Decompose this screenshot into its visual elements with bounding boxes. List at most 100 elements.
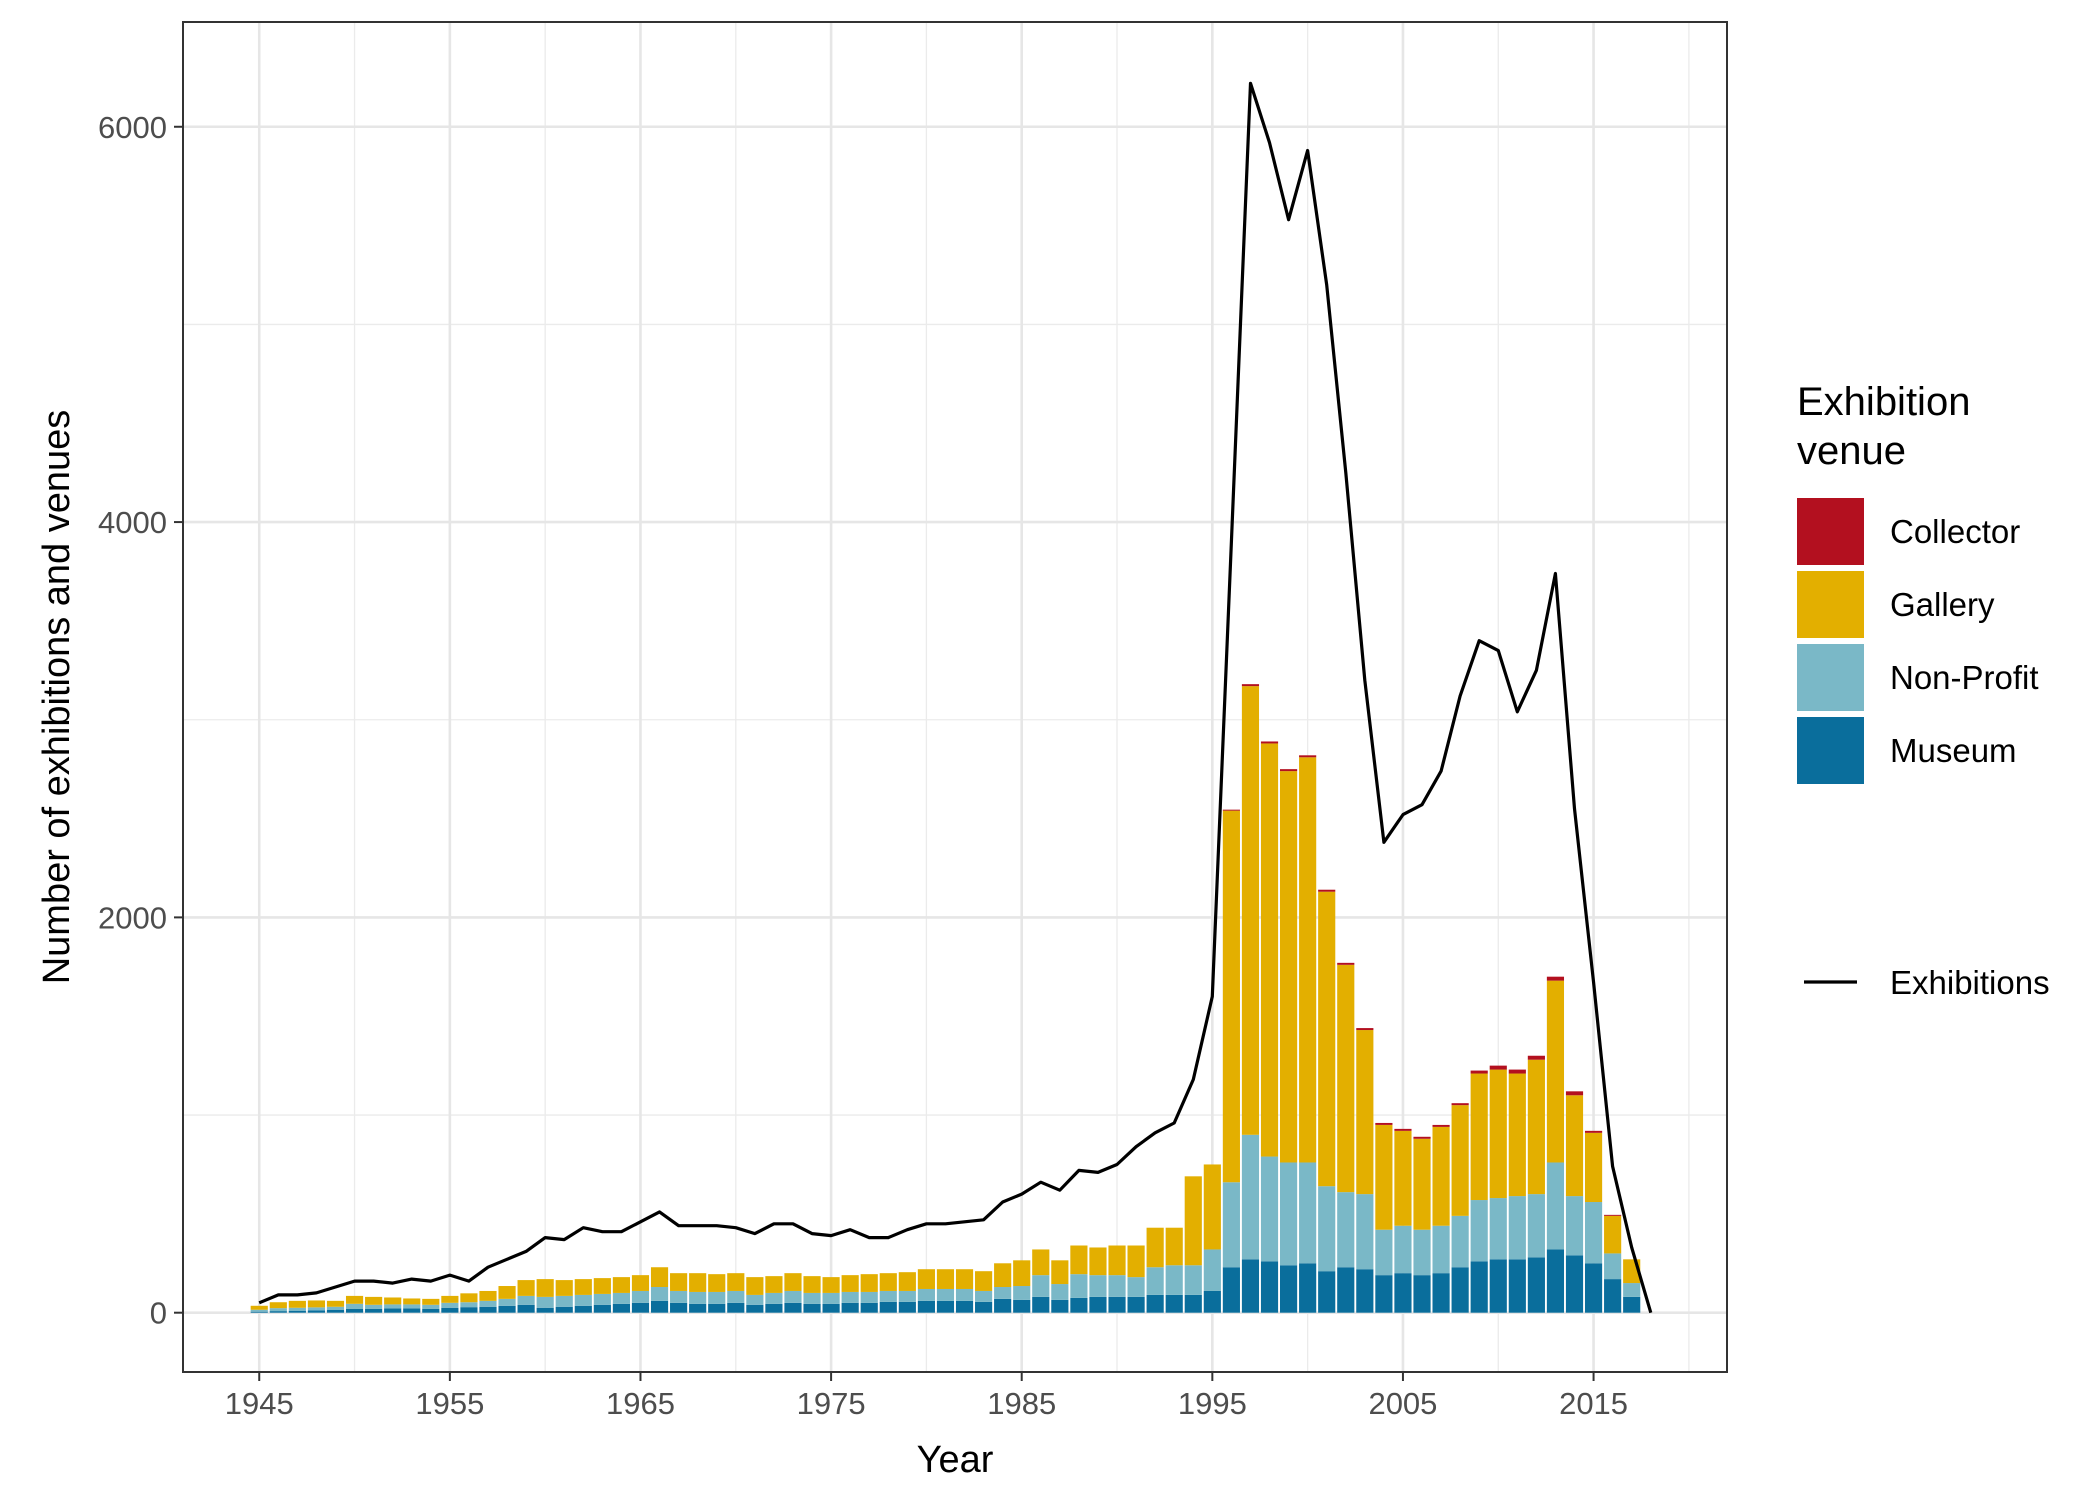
bar-non-profit-1965 (631, 1290, 650, 1303)
bar-gallery-2008 (1451, 1105, 1469, 1216)
bar-non-profit-1975 (822, 1292, 840, 1304)
bar-non-profit-1990 (1108, 1275, 1126, 1297)
bar-museum-1971 (746, 1304, 764, 1313)
bar-museum-1961 (555, 1306, 573, 1313)
bar-gallery-2004 (1375, 1124, 1393, 1230)
bar-museum-1955 (441, 1307, 459, 1313)
legend-label-museum: Museum (1890, 732, 2017, 769)
bar-non-profit-1963 (593, 1293, 611, 1305)
bar-museum-1976 (841, 1302, 859, 1313)
bar-non-profit-2009 (1470, 1200, 1488, 1262)
bar-gallery-1973 (784, 1273, 802, 1291)
bar-museum-1957 (479, 1306, 497, 1313)
bar-non-profit-1949 (326, 1306, 345, 1310)
bar-museum-1984 (994, 1298, 1012, 1313)
bar-gallery-2012 (1527, 1059, 1545, 1195)
bar-gallery-2001 (1318, 891, 1336, 1187)
bar-non-profit-1985 (1013, 1286, 1031, 1300)
bar-collector-2004 (1375, 1122, 1393, 1125)
bar-non-profit-1996 (1222, 1182, 1240, 1268)
x-tick-label: 1975 (797, 1386, 866, 1421)
bar-gallery-1960 (536, 1279, 554, 1297)
bar-gallery-2002 (1337, 964, 1355, 1193)
bar-non-profit-2007 (1432, 1225, 1450, 1274)
bar-museum-1978 (879, 1301, 897, 1313)
bar-non-profit-1984 (994, 1287, 1012, 1299)
bar-non-profit-2005 (1394, 1225, 1412, 1274)
bar-collector-2010 (1489, 1065, 1507, 1070)
y-axis-title: Number of exhibitions and venues (36, 410, 78, 985)
bars (250, 684, 1641, 1313)
bar-non-profit-1987 (1051, 1284, 1069, 1300)
bar-non-profit-1945 (250, 1309, 268, 1312)
bar-non-profit-1947 (288, 1307, 306, 1311)
legend-label-gallery: Gallery (1890, 586, 1995, 623)
bar-gallery-1952 (384, 1297, 402, 1305)
bar-museum-2016 (1604, 1279, 1622, 1313)
bar-museum-1951 (365, 1308, 383, 1313)
bar-museum-1972 (765, 1303, 783, 1313)
grid-lines (183, 22, 1727, 1372)
legend-title-line: Exhibition (1797, 380, 1970, 424)
bar-gallery-1987 (1051, 1260, 1069, 1285)
bar-museum-1952 (384, 1308, 402, 1313)
bar-gallery-2000 (1299, 757, 1317, 1163)
x-tick-label: 1965 (606, 1386, 675, 1421)
exhibitions-line (258, 81, 1653, 1314)
bar-gallery-1958 (498, 1286, 516, 1299)
bar-gallery-1963 (593, 1278, 611, 1294)
bar-collector-2006 (1413, 1136, 1431, 1139)
bar-non-profit-2017 (1623, 1283, 1641, 1297)
bar-non-profit-2014 (1565, 1196, 1584, 1256)
bar-non-profit-1970 (727, 1290, 745, 1303)
bar-non-profit-2006 (1413, 1229, 1431, 1276)
bar-collector-2001 (1318, 889, 1336, 892)
bar-museum-1987 (1051, 1299, 1069, 1313)
bar-collector-1996 (1222, 809, 1240, 811)
bar-collector-2008 (1451, 1103, 1469, 1106)
bar-museum-1983 (975, 1301, 993, 1313)
bar-museum-1975 (822, 1303, 840, 1313)
bar-museum-1969 (708, 1303, 726, 1313)
bar-gallery-1948 (307, 1300, 326, 1308)
bar-gallery-2007 (1432, 1126, 1450, 1226)
bar-gallery-1979 (898, 1272, 916, 1291)
bar-non-profit-1983 (975, 1290, 993, 1302)
bar-gallery-1988 (1070, 1245, 1088, 1275)
bar-gallery-1951 (365, 1296, 383, 1305)
bar-gallery-1967 (670, 1273, 688, 1291)
legend-label-collector: Collector (1890, 513, 2020, 550)
bar-gallery-1998 (1260, 743, 1279, 1157)
bar-museum-2015 (1584, 1263, 1603, 1313)
bar-gallery-1959 (517, 1280, 535, 1296)
bar-museum-1953 (403, 1308, 421, 1313)
y-tick-label: 2000 (98, 900, 167, 935)
bar-gallery-1982 (955, 1269, 974, 1289)
bar-museum-2017 (1623, 1296, 1641, 1313)
bar-museum-1958 (498, 1305, 516, 1313)
bar-non-profit-1950 (345, 1303, 364, 1309)
x-tick-label: 1985 (987, 1386, 1056, 1421)
x-tick-label: 1995 (1178, 1386, 1247, 1421)
bar-collector-2002 (1337, 962, 1355, 965)
bar-museum-2005 (1394, 1273, 1412, 1313)
bar-gallery-2015 (1584, 1132, 1603, 1203)
legend-label-non-profit: Non-Profit (1890, 659, 2039, 696)
x-tick-label: 2005 (1368, 1386, 1437, 1421)
bar-museum-1999 (1280, 1265, 1298, 1313)
bar-museum-2012 (1527, 1257, 1545, 1313)
bar-gallery-1992 (1146, 1227, 1164, 1268)
bar-museum-2007 (1432, 1273, 1450, 1313)
bar-non-profit-1971 (746, 1294, 764, 1305)
bar-gallery-2009 (1470, 1073, 1488, 1201)
bar-non-profit-1966 (650, 1287, 669, 1301)
bar-non-profit-1986 (1032, 1275, 1050, 1297)
bar-non-profit-1958 (498, 1298, 516, 1306)
bar-non-profit-1968 (689, 1291, 707, 1304)
bar-museum-1982 (955, 1300, 974, 1313)
y-tick-label: 0 (150, 1296, 167, 1331)
bar-collector-2009 (1470, 1070, 1488, 1074)
bar-gallery-2006 (1413, 1138, 1431, 1230)
bar-museum-1960 (536, 1307, 554, 1313)
